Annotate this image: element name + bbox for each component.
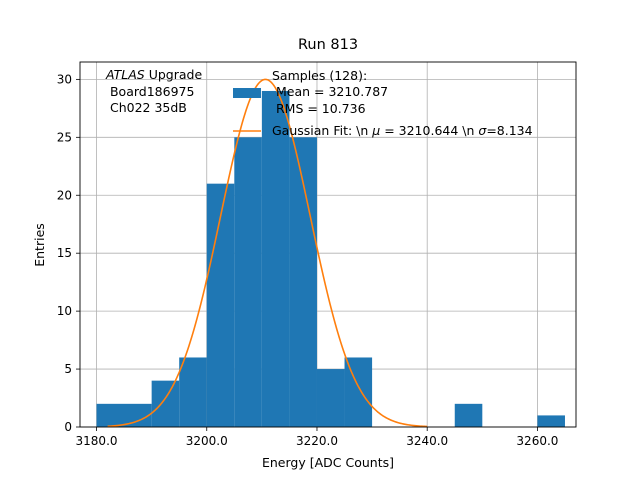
- histogram-bar: [96, 403, 152, 427]
- y-tick-label: 5: [64, 362, 72, 376]
- legend-samples-mean: Mean = 3210.787: [272, 84, 388, 99]
- y-tick-label: 20: [57, 188, 72, 202]
- histogram-bar: [206, 183, 235, 427]
- histogram-bars: [96, 90, 565, 428]
- histogram-bar: [344, 357, 373, 427]
- legend-samples-swatch: [233, 88, 261, 98]
- legend-samples-line1: Samples (128):: [272, 68, 367, 83]
- atlas-label: ATLAS: [105, 67, 145, 82]
- legend-samples-rms: RMS = 10.736: [272, 101, 366, 116]
- channel-label: Ch022 35dB: [106, 100, 187, 115]
- axis-ticks: 3180.0 3200.0 3220.0 3240.0 3260.0 0 5 10 15 20 25…: [57, 72, 559, 448]
- x-tick-label: 3240.0: [406, 434, 448, 448]
- legend-fit-mu-value: = 3210.644 \n: [380, 123, 478, 138]
- y-tick-label: 10: [57, 304, 72, 318]
- histogram-bar: [179, 357, 207, 427]
- atlas-annotation: ATLAS Upgrade Board186975 Ch022 35dB: [105, 67, 202, 115]
- y-axis-label: Entries: [32, 223, 47, 267]
- legend-sigma-symbol: σ: [478, 123, 487, 138]
- histogram-bar: [234, 137, 262, 428]
- histogram-bar: [316, 369, 345, 427]
- legend-mu-symbol: μ: [371, 123, 380, 138]
- x-tick-label: 3220.0: [296, 434, 338, 448]
- y-tick-label: 15: [57, 246, 72, 260]
- plot-frame: [79, 61, 577, 428]
- chart-title: Run 813: [298, 37, 358, 53]
- x-tick-label: 3180.0: [76, 434, 118, 448]
- legend-fit-label: Gaussian Fit: \n μ = 3210.644 \n σ=8.134: [272, 123, 533, 138]
- y-tick-label: 30: [57, 72, 72, 86]
- legend: Samples (128): Mean = 3210.787 RMS = 10.…: [233, 68, 533, 138]
- y-tick-label: 0: [64, 420, 72, 434]
- gaussian-fit-line: [107, 78, 428, 428]
- histogram-bar: [261, 90, 290, 427]
- x-tick-label: 3200.0: [186, 434, 228, 448]
- legend-fit-prefix: Gaussian Fit: \n: [272, 123, 372, 138]
- histogram-bar: [537, 415, 565, 427]
- x-tick-label: 3260.0: [516, 434, 558, 448]
- atlas-annotation-line1: ATLAS Upgrade: [105, 67, 202, 82]
- board-label: Board186975: [106, 84, 194, 99]
- gaussian-fit: [107, 78, 428, 428]
- histogram-bar: [454, 403, 483, 427]
- y-tick-label: 25: [57, 130, 72, 144]
- upgrade-label: Upgrade: [145, 67, 203, 82]
- histogram-bar: [151, 380, 180, 427]
- legend-fit-sigma-value: =8.134: [486, 123, 532, 138]
- x-axis-label: Energy [ADC Counts]: [262, 455, 394, 470]
